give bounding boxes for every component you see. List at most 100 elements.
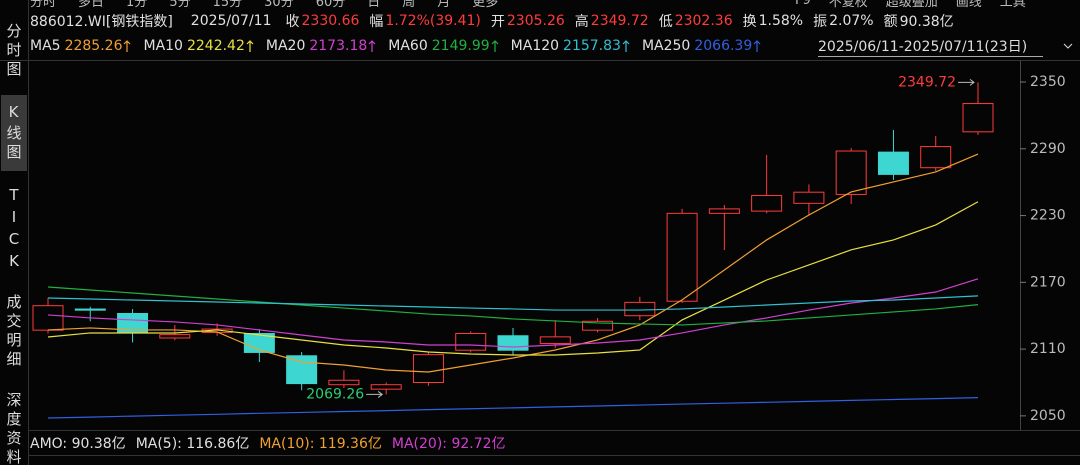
legend-value: 2066.39 [694,38,753,54]
period-tab[interactable]: 30分 [264,0,294,10]
legend-name: MA20 [265,38,306,54]
y-tick-label: 2050 [1030,408,1066,424]
candle [920,136,952,172]
tool[interactable]: 超级叠加 [885,0,938,10]
side-tab[interactable]: 成交明细 [4,294,23,370]
candle [751,155,783,214]
ma-line [47,397,979,419]
candle [412,352,444,386]
legend-value: 2173.18 [309,38,368,54]
field-value: 2330.66 [301,13,360,29]
y-tick-label: 2230 [1030,208,1066,224]
ma-line [47,295,979,311]
dropdown-icon [1063,43,1073,49]
candle-body [286,355,318,385]
y-tick-label: 2350 [1030,74,1066,90]
ma-line [47,201,979,356]
candle-body [666,212,698,302]
field-value: 2.07% [829,13,874,29]
period-tab[interactable]: 15分 [212,0,243,10]
date: 2025/07/11 [190,13,272,29]
tool[interactable]: F9 [795,0,811,8]
arrow-shape [368,40,376,52]
candle [877,129,909,180]
candle [793,184,825,216]
period-tab[interactable]: 1分 [126,0,148,10]
legend-name: MA5 [30,38,61,54]
candle [582,317,614,333]
trend-arrow [124,40,131,52]
active-tab-bg [1,95,27,171]
ma-line [47,286,979,326]
field-value: 1.72%(39.41) [385,13,481,29]
trend-arrow [622,40,630,52]
candle-body [539,336,571,345]
field-label: 低 [658,14,673,30]
candle [455,331,487,353]
ma-legend: MA5 2285.26 MA10 2242.42 MA20 2173.18 MA60 2149… [30,36,773,56]
trend-arrow [491,40,499,52]
candle [835,148,867,204]
candle [74,306,106,322]
candle-body [793,191,825,204]
volume-stat: AMO: 90.38亿 [30,436,126,452]
candle-body [370,384,402,390]
period-tab[interactable]: 周 [402,0,416,10]
candle-body [328,379,360,386]
side-tab[interactable]: 分时图 [4,22,23,80]
field-label: 换 [742,14,757,30]
tool[interactable]: 画线 [955,0,982,10]
extreme-arrow [366,391,384,398]
candle-body [751,195,783,212]
field-label: 额 [883,14,898,30]
period-tab[interactable]: 5分 [169,0,191,10]
candle-body [877,151,909,175]
tool[interactable]: 工具 [999,0,1026,10]
candle [962,82,994,136]
field-value: 2349.72 [590,13,649,29]
field-label: 开 [490,14,505,30]
volume-stat: MA(10): 119.36亿 [259,436,382,452]
side-tab[interactable]: 深度资料 [4,392,23,465]
period-tab[interactable]: 更多 [472,0,499,10]
field-label: 振 [813,14,828,30]
legend-name: MA60 [388,38,428,54]
legend-value: 2285.26 [64,38,123,54]
ma-line [47,278,979,348]
period-tab[interactable]: 日 [367,0,381,10]
side-tab[interactable]: TICK [5,186,23,274]
tool[interactable]: 不复权 [828,0,868,10]
candle [328,370,360,389]
side-tab[interactable]: K线图 [4,103,23,163]
y-tick-label: 2170 [1030,274,1066,290]
arrow-shape [124,40,131,52]
extreme-label: 2349.72 [898,74,956,90]
period-tab[interactable]: 月 [437,0,451,10]
candle [539,320,571,348]
field-value: 1.58% [758,13,804,29]
period-tab[interactable]: 60分 [315,0,346,10]
arrow-shape [622,40,630,52]
period-tab[interactable]: 分时 [30,0,57,10]
candle-body [962,103,994,133]
field-label: 高 [574,14,589,30]
candle [370,382,402,395]
date-range[interactable]: 2025/06/11-2025/07/11(23日) [818,36,1044,57]
extreme-label: 2069.26 [306,386,364,402]
field-label: 收 [285,14,300,30]
trend-arrow [368,40,376,52]
period-tab[interactable]: 多日 [78,0,105,10]
field-value: 2305.26 [506,13,565,29]
quote-bar: 886012.WI[钢铁指数] 2025/07/11 收 2330.66 幅 1.72… [30,11,964,31]
y-tick-label: 2290 [1030,141,1066,157]
extreme-arrow [958,78,975,86]
trend-arrow [753,40,761,52]
legend-name: MA10 [143,38,183,54]
field-value: 90.38亿 [899,14,954,30]
candle-body [920,146,952,169]
legend-name: MA250 [641,38,691,54]
candle-body [835,150,867,195]
arrow-shape [491,40,499,52]
